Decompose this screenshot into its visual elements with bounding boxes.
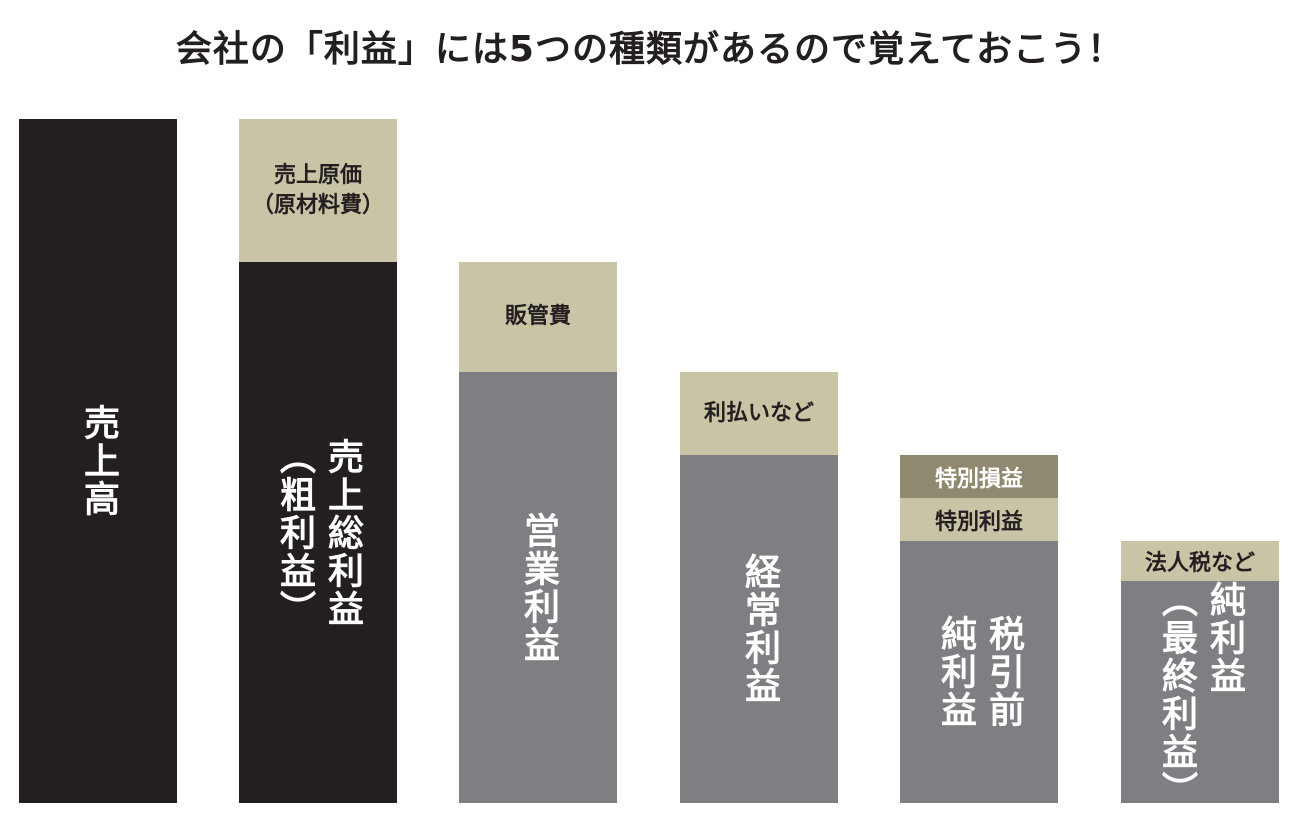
label: 売上高: [78, 404, 119, 518]
label: （粗利益）: [274, 437, 315, 628]
bar-segment: 特別利益: [900, 498, 1058, 541]
bar-segment: 経常利益: [680, 455, 838, 803]
title: 会社の「利益」には5つの種類があるので覚えておこう！: [175, 29, 1125, 70]
label: 経常利益: [739, 553, 780, 705]
bar-segment: 売上高: [19, 119, 177, 803]
bar-segment: 売上原価 （原材料費）: [239, 119, 397, 262]
bar-segment: 特別損益: [900, 455, 1058, 498]
bar-segment: 売上総利益 （粗利益）: [239, 262, 397, 803]
label: 特別損益: [934, 466, 1023, 492]
label: 税引前: [983, 615, 1024, 729]
label: 売上総利益: [322, 437, 363, 628]
label: 純利益: [1204, 581, 1245, 695]
bar-segment: 純利益 （最終利益）: [1121, 581, 1279, 809]
label: 特別利益: [934, 509, 1023, 535]
label: 純利益: [935, 615, 976, 729]
bar-segment: 販管費: [459, 262, 617, 372]
bar-segment: 法人税など: [1121, 541, 1279, 581]
bar-segment: 営業利益: [459, 372, 617, 803]
label: 販管費: [504, 304, 571, 329]
label: （最終利益）: [1156, 581, 1197, 809]
bar-segment: 税引前 純利益: [900, 541, 1058, 803]
label: 法人税など: [1144, 551, 1255, 576]
label: 売上原価: [273, 162, 362, 188]
bar-segment: 利払いなど: [680, 372, 838, 455]
label: 営業利益: [518, 511, 559, 664]
label: （原材料費）: [251, 192, 384, 218]
label: 利払いなど: [703, 400, 814, 426]
